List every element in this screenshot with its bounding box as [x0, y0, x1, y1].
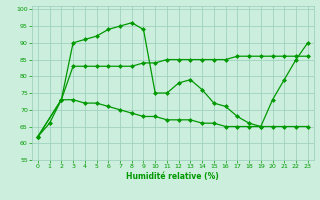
X-axis label: Humidité relative (%): Humidité relative (%): [126, 172, 219, 181]
